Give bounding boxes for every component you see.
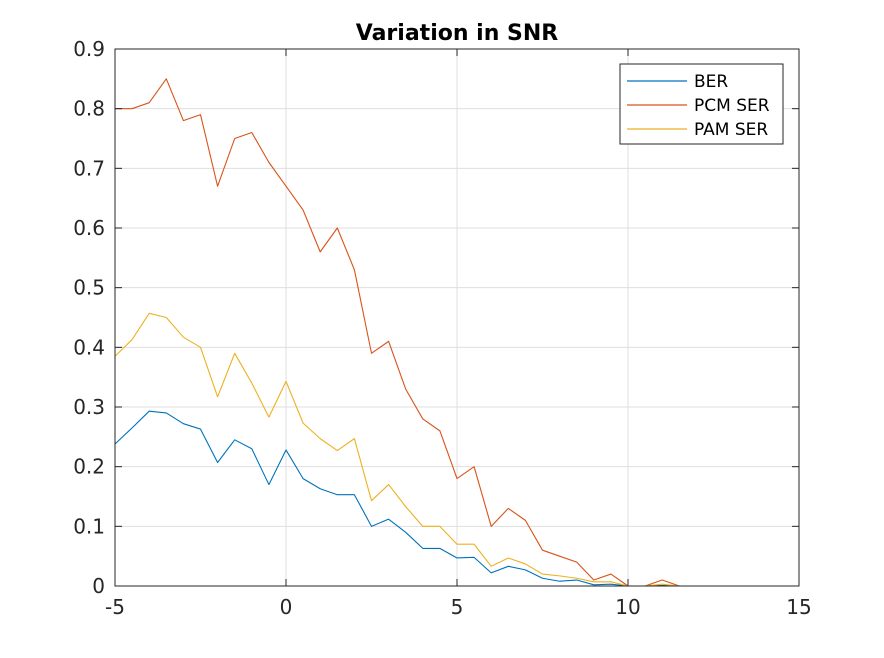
chart-title: Variation in SNR [356,21,559,46]
y-tick-label: 0.3 [73,395,105,419]
x-tick-label: 10 [615,595,640,619]
y-tick-labels: 0 0.1 0.2 0.3 0.4 0.5 0.6 0.7 0.8 0.9 [73,37,105,598]
y-tick-label: 0 [92,574,105,598]
x-tick-label: 5 [451,595,464,619]
legend-box [619,63,784,145]
x-tick-label: -5 [105,595,125,619]
y-tick-label: 0.5 [73,276,105,300]
legend-label: BER [694,72,728,92]
legend-label: PCM SER [694,96,770,116]
legend-label: PAM SER [694,120,768,140]
y-tick-label: 0.1 [73,514,105,538]
legend[interactable]: BER PCM SER PAM SER [619,63,784,145]
y-tick-label: 0.6 [73,216,105,240]
legend-items: BER PCM SER PAM SER [627,72,770,140]
y-tick-label: 0.8 [73,97,105,121]
y-tick-label: 0.9 [73,37,105,61]
ticks [114,48,800,587]
x-tick-label: 15 [786,595,811,619]
y-tick-label: 0.2 [73,455,105,479]
y-tick-label: 0.7 [73,156,105,180]
x-tick-label: 0 [280,595,293,619]
y-tick-label: 0.4 [73,335,105,359]
x-tick-labels: -5 0 5 10 15 [105,595,812,619]
